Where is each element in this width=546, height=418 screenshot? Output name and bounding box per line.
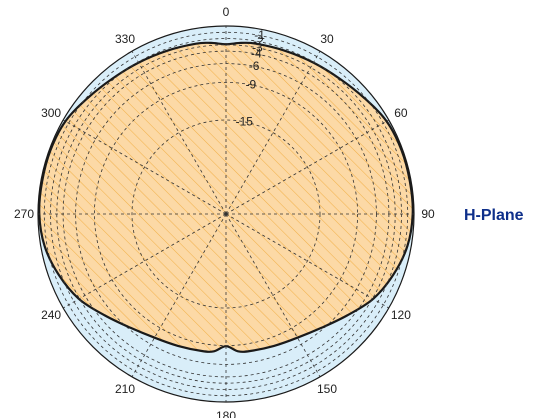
db-circle — [43, 31, 409, 397]
angle-tick-label: 210 — [115, 382, 135, 396]
db-circle — [75, 63, 377, 365]
radial-db-label: -6 — [249, 59, 260, 73]
angle-tick-label: 330 — [115, 32, 135, 46]
angle-gridline-60 — [225, 119, 389, 215]
angle-tick-label: 180 — [216, 409, 236, 418]
plane-label: H-Plane — [464, 207, 524, 224]
angle-tick-label: 0 — [223, 5, 230, 19]
radial-db-label: -1 — [254, 28, 265, 42]
pattern-hatch — [39, 42, 413, 352]
angle-gridline-330 — [131, 50, 227, 215]
radial-db-label: -4 — [251, 47, 262, 61]
angle-tick-label: 300 — [41, 106, 61, 120]
db-circle — [50, 38, 402, 390]
angle-tick-label: 60 — [394, 106, 408, 120]
angle-gridline-30 — [225, 50, 321, 215]
angle-tick-label: 270 — [14, 207, 34, 221]
angle-gridline-210 — [131, 213, 227, 377]
angle-tick-label: 240 — [41, 308, 61, 322]
angle-gridline-150 — [225, 213, 321, 377]
radial-db-label: -2 — [253, 34, 264, 48]
radial-db-label: -15 — [236, 114, 254, 128]
angle-tick-label: 150 — [317, 382, 337, 396]
angle-gridline-120 — [225, 213, 389, 309]
angle-tick-label: 90 — [421, 207, 435, 221]
angle-gridline-300 — [62, 119, 227, 215]
db-circle — [62, 50, 390, 378]
radial-db-label: -9 — [246, 77, 257, 91]
db-circle — [93, 81, 359, 347]
angle-gridline-240 — [62, 213, 227, 309]
angle-tick-label: 120 — [391, 308, 411, 322]
angle-tick-label: 30 — [320, 32, 334, 46]
db-circle — [131, 119, 321, 309]
db-circle — [56, 44, 396, 384]
radial-db-label: -3 — [252, 40, 263, 54]
